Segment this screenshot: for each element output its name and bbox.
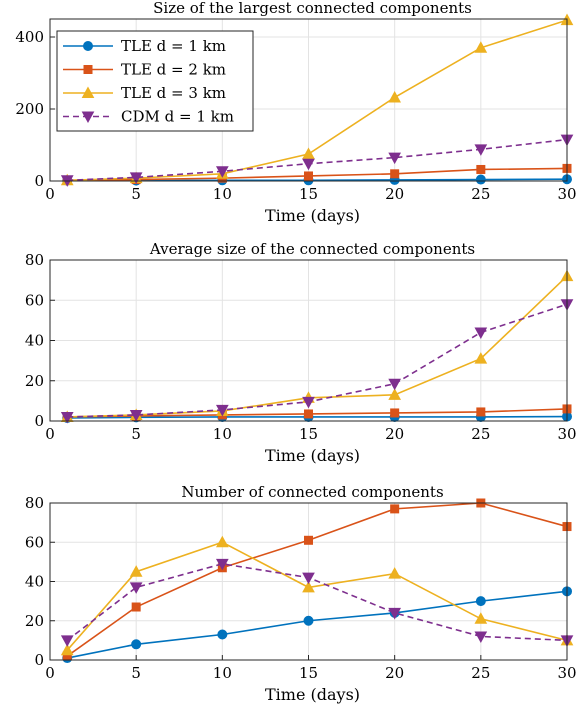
x-tick-label: 30 — [557, 664, 576, 682]
data-point — [390, 504, 400, 514]
x-tick-label: 5 — [131, 425, 141, 443]
legend-marker — [81, 86, 95, 98]
y-tick-label: 20 — [25, 372, 44, 390]
data-point — [215, 166, 229, 178]
x-tick-label: 5 — [131, 664, 141, 682]
x-tick-label: 15 — [299, 664, 318, 682]
data-point — [131, 602, 141, 612]
x-tick-label: 15 — [299, 425, 318, 443]
data-point — [215, 535, 229, 548]
x-tick-label: 20 — [385, 185, 404, 203]
data-point — [217, 629, 228, 640]
data-point — [129, 409, 143, 422]
data-point — [302, 572, 315, 585]
y-tick-label: 0 — [34, 412, 44, 430]
subplot-1: Size of the largest connected components… — [15, 0, 576, 225]
chart-title: Number of connected components — [181, 483, 443, 501]
data-point — [474, 352, 488, 364]
y-tick-label: 0 — [34, 172, 44, 190]
data-point — [131, 639, 142, 650]
data-point — [215, 558, 229, 571]
data-point — [60, 411, 74, 424]
data-point — [129, 582, 143, 594]
y-tick-label: 80 — [25, 494, 44, 512]
y-tick-label: 40 — [25, 573, 44, 591]
x-axis-label: Time (days) — [265, 206, 360, 225]
y-tick-label: 400 — [15, 28, 44, 46]
x-tick-label: 10 — [213, 425, 232, 443]
data-point — [302, 580, 315, 593]
axes-box — [49, 259, 568, 422]
x-axis-label: Time (days) — [265, 446, 360, 465]
data-point — [129, 565, 143, 577]
data-point — [388, 567, 402, 579]
y-tick-label: 80 — [25, 251, 44, 269]
data-point — [304, 535, 313, 545]
legend-label: TLE d = 3 km — [121, 84, 226, 102]
chart-title: Size of the largest connected components — [153, 0, 472, 17]
data-point — [475, 174, 486, 185]
data-point — [302, 158, 315, 171]
series-4 — [60, 558, 574, 647]
data-point — [388, 152, 402, 165]
x-tick-label: 20 — [385, 664, 404, 682]
data-point — [304, 409, 313, 419]
data-point — [302, 147, 315, 159]
legend-marker — [83, 65, 93, 74]
x-tick-label: 30 — [557, 185, 576, 203]
x-tick-label: 10 — [213, 185, 232, 203]
x-tick-label: 30 — [557, 425, 576, 443]
data-point — [474, 327, 488, 339]
data-point — [388, 607, 402, 620]
data-point — [474, 612, 488, 624]
y-tick-label: 0 — [34, 651, 44, 669]
y-tick-label: 60 — [25, 533, 44, 551]
data-point — [388, 388, 402, 400]
data-point — [60, 643, 74, 656]
data-point — [60, 635, 74, 647]
data-point — [476, 164, 486, 174]
x-tick-label: 25 — [471, 185, 490, 203]
data-point — [476, 407, 486, 417]
data-point — [304, 171, 313, 181]
x-tick-label: 0 — [45, 664, 55, 682]
x-tick-label: 20 — [385, 425, 404, 443]
axes-box — [49, 502, 568, 661]
data-point — [215, 404, 229, 417]
data-point — [390, 169, 400, 179]
data-point — [474, 631, 488, 643]
subplot-3: Number of connected components 0 5 10 15 20 25… — [25, 483, 576, 704]
data-point — [129, 172, 143, 184]
chart-title: Average size of the connected components — [149, 240, 475, 258]
data-point — [303, 615, 314, 626]
legend-marker — [81, 111, 95, 124]
data-point — [390, 408, 400, 418]
x-tick-label: 0 — [45, 185, 55, 203]
x-tick-label: 25 — [471, 664, 490, 682]
legend-label: CDM d = 1 km — [121, 108, 234, 126]
x-tick-label: 25 — [471, 425, 490, 443]
x-tick-label: 15 — [299, 185, 318, 203]
axes-box — [49, 18, 568, 182]
data-point — [474, 41, 488, 53]
y-tick-label: 60 — [25, 291, 44, 309]
data-point — [474, 144, 488, 156]
legend-label: TLE d = 1 km — [121, 37, 226, 55]
x-tick-label: 10 — [213, 664, 232, 682]
data-point — [388, 378, 402, 391]
y-tick-label: 200 — [15, 100, 44, 118]
legend-marker — [83, 41, 93, 51]
data-point — [388, 90, 402, 103]
subplot-2: Average size of the connected components… — [25, 240, 576, 465]
y-tick-label: 20 — [25, 612, 44, 630]
x-axis-label: Time (days) — [265, 685, 360, 704]
data-point — [475, 596, 486, 607]
legend: TLE d = 1 km TLE d = 2 km TLE d = 3 km CDM … — [56, 30, 254, 132]
legend-label: TLE d = 2 km — [121, 61, 226, 79]
data-point — [302, 396, 315, 409]
x-tick-label: 0 — [45, 425, 55, 443]
x-tick-label: 5 — [131, 185, 141, 203]
y-tick-label: 40 — [25, 332, 44, 350]
